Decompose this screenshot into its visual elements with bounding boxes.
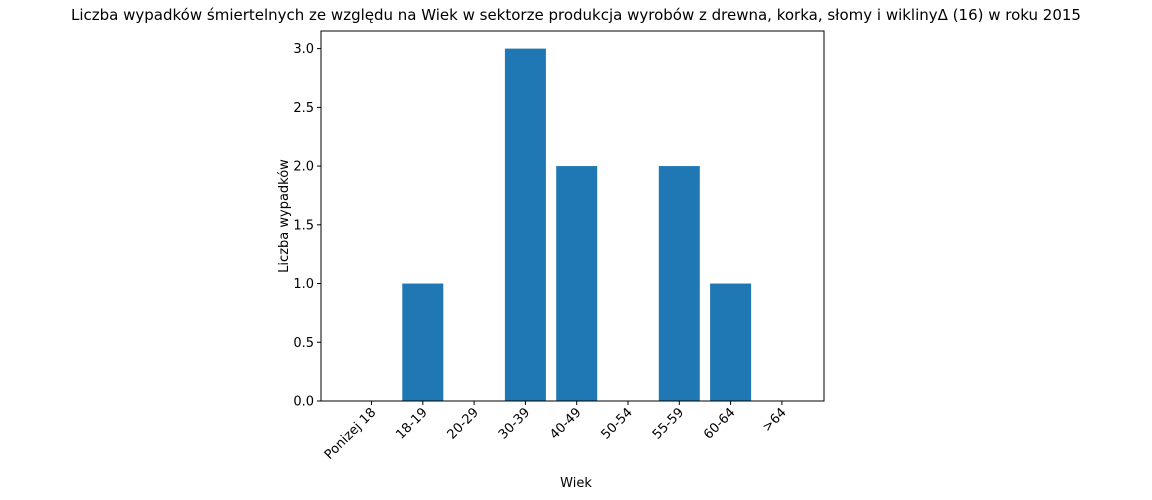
y-tick-label: 1.0 bbox=[293, 277, 314, 292]
plot-area: Ponizej 18 18-19 20-29 30-39 40-49 50-54 55-59… bbox=[293, 42, 789, 463]
plot-frame bbox=[320, 30, 825, 402]
y-tick-label: 0.5 bbox=[293, 336, 314, 351]
x-tick-label: 60-64 bbox=[701, 405, 738, 442]
x-axis-label: Wiek bbox=[560, 476, 592, 491]
x-tick-label: 30-39 bbox=[496, 405, 533, 442]
x-tick-label: 18-19 bbox=[393, 405, 430, 442]
bar-40-49 bbox=[556, 166, 598, 401]
y-tick-label: 3.0 bbox=[293, 42, 314, 57]
chart-title: Liczba wypadków śmiertelnych ze względu … bbox=[71, 6, 1081, 24]
y-tick-label: 1.5 bbox=[293, 218, 314, 233]
bar-55-59 bbox=[658, 166, 700, 401]
x-tick-label: 55-59 bbox=[650, 405, 687, 442]
bar-60-64 bbox=[710, 283, 752, 401]
x-tick-label: 20-29 bbox=[445, 405, 482, 442]
y-axis-label: Liczba wypadków bbox=[277, 159, 292, 273]
x-tick-label: >64 bbox=[760, 405, 790, 435]
bar-30-39 bbox=[504, 48, 546, 401]
x-tick-label: Ponizej 18 bbox=[322, 405, 379, 462]
bar-18-19 bbox=[402, 283, 444, 401]
y-tick-label: 0.0 bbox=[293, 395, 314, 410]
x-tick-label: 40-49 bbox=[547, 405, 584, 442]
y-tick-label: 2.5 bbox=[293, 101, 314, 116]
y-tick-label: 2.0 bbox=[293, 160, 314, 175]
x-tick-label: 50-54 bbox=[599, 405, 636, 442]
